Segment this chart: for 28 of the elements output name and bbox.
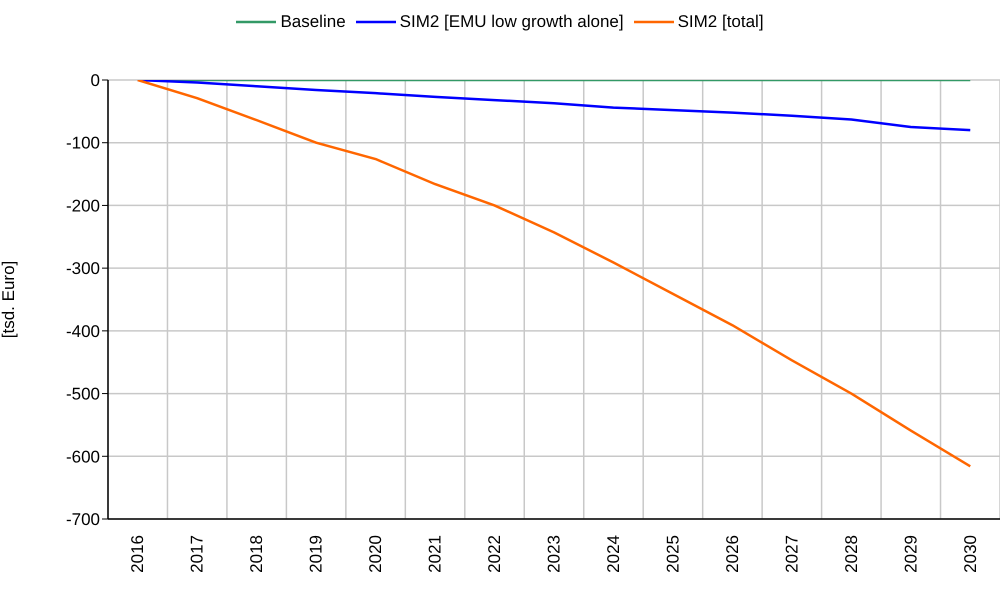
legend-label: SIM2 [EMU low growth alone] (400, 12, 624, 32)
x-tick-label: 2029 (901, 535, 920, 573)
y-tick-label: -100 (66, 134, 100, 153)
x-tick-label: 2027 (782, 535, 802, 573)
x-tick-label: 2022 (485, 535, 504, 573)
y-tick-label: -700 (66, 510, 100, 530)
y-tick-label: -300 (66, 259, 100, 278)
y-tick-label: 0 (90, 71, 100, 90)
x-tick-label: 2023 (544, 535, 564, 573)
legend-label: SIM2 [total] (678, 12, 764, 32)
x-tick-label: 2025 (663, 535, 682, 573)
x-tick-label: 2019 (306, 535, 326, 573)
x-tick-label: 2018 (247, 535, 266, 573)
x-tick-label: 2016 (128, 535, 148, 573)
x-tick-label: 2028 (842, 535, 861, 573)
y-axis-title: [tsd. Euro] (0, 260, 18, 338)
y-tick-label: -600 (66, 447, 100, 466)
legend-label: Baseline (280, 12, 346, 32)
y-tick-label: -500 (66, 384, 100, 404)
x-tick-label: 2021 (426, 535, 445, 573)
x-tick-label: 2030 (960, 535, 980, 573)
y-tick-label: -400 (66, 322, 100, 341)
x-tick-label: 2017 (188, 535, 207, 573)
x-tick-label: 2026 (722, 535, 742, 573)
x-tick-label: 2024 (604, 535, 623, 573)
y-tick-label: -200 (66, 196, 100, 216)
x-tick-label: 2020 (366, 535, 386, 573)
line-series (136, 80, 972, 468)
